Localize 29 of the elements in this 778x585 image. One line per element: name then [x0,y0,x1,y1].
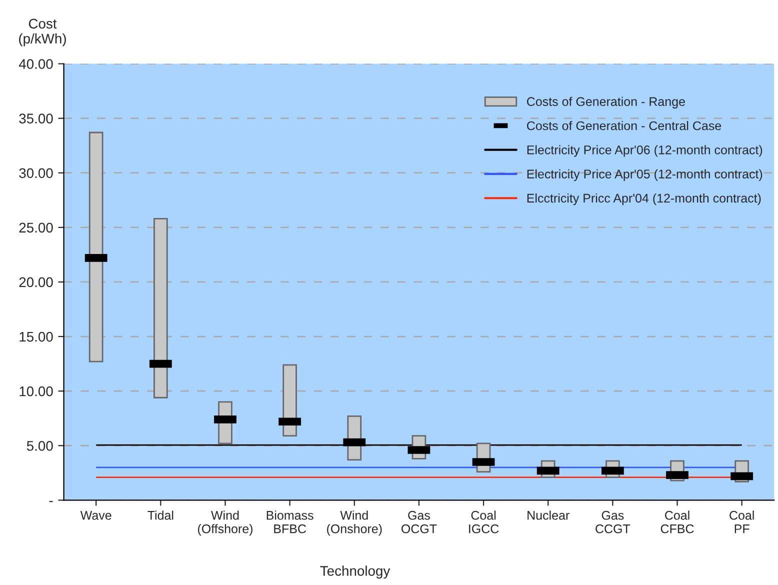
x-tick-label: Tidal [148,510,174,520]
legend-label: Electricity Price Apr'06 (12-month contract) [527,145,762,157]
x-tick-label: Gas CCGT [596,510,630,534]
bar [88,132,104,362]
x-tick-label: Gas OCGT [401,510,437,534]
x-tick-label: Wind (Onshore) [327,510,382,536]
x-tick-label: Wave [80,511,112,520]
y-tick-label: 30.00 [19,168,53,178]
x-tick-label: Nuclear [528,510,570,520]
legend-label: Electricity Price Apr'05 (12-month contract) [527,169,762,181]
y-tick-label: 35.00 [19,114,53,124]
legend-label: Costs of Generation - Central Case [527,120,722,130]
y-tick-label: 5.00 [26,440,53,451]
x-tick-label: Coal IGCC [469,510,499,534]
x-tick-label: Wind (Offshore) [198,510,252,536]
x-tick-label: Coal CFBC [660,510,694,534]
y-axis-title: Cost (p/kWh) [19,18,66,46]
y-tick-label: 20.00 [19,277,53,288]
y-tick-label: 10.00 [20,386,53,396]
y-tick-label: - [49,500,53,502]
legend-label: Elcctricity Pricc Apr'04 (12-month contract) [527,193,761,206]
y-tick-label: 25.00 [19,222,53,233]
x-tick-label: Coal PF [730,510,754,534]
x-axis-title: Technology [320,566,390,579]
legend-label: Costs of Generation - Range [527,96,685,108]
y-tick-label: 15.00 [20,332,53,342]
x-tick-label: Biomass BFBC [266,510,314,534]
y-tick-label: 40.00 [18,59,53,69]
bar [154,218,168,398]
